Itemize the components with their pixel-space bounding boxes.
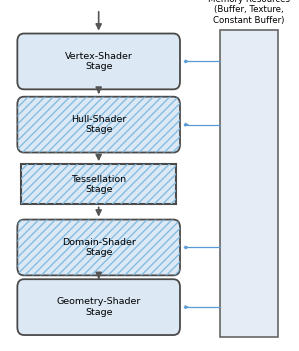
Text: Vertex-Shader
Stage: Vertex-Shader Stage [65,52,133,71]
Bar [21,164,176,204]
Text: Domain-Shader
Stage: Domain-Shader Stage [62,238,136,257]
Text: Geometry-Shader
Stage: Geometry-Shader Stage [57,297,141,317]
Bar [220,30,278,337]
Text: Hull-Shader
Stage: Hull-Shader Stage [71,115,126,134]
Text: Memory Resources
(Buffer, Texture,
Constant Buffer): Memory Resources (Buffer, Texture, Const… [208,0,290,25]
FancyBboxPatch shape [17,220,180,275]
Bar [21,164,176,204]
FancyBboxPatch shape [17,97,180,152]
FancyBboxPatch shape [17,279,180,335]
Text: Tessellation
Stage: Tessellation Stage [71,174,126,194]
FancyBboxPatch shape [17,34,180,89]
